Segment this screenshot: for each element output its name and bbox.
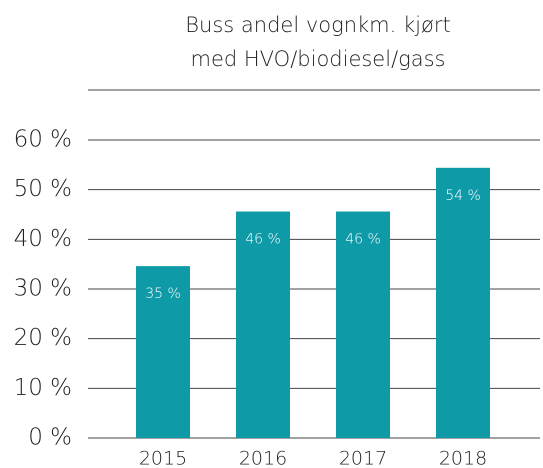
value-label: 35 % (145, 286, 181, 302)
bar (436, 167, 490, 438)
y-tick-label: 0 % (28, 425, 72, 451)
bar (236, 211, 290, 438)
y-tick-label: 60 % (14, 127, 72, 153)
value-label: 54 % (445, 188, 481, 204)
x-tick-label: 2015 (139, 448, 187, 468)
y-tick-label: 20 % (14, 325, 72, 351)
bar (136, 266, 190, 438)
x-tick-label: 2016 (239, 448, 287, 468)
y-tick-label: 50 % (14, 176, 72, 202)
chart-title: med HVO/biodiesel/gass (191, 47, 446, 71)
y-tick-label: 10 % (14, 375, 72, 401)
x-tick-label: 2017 (339, 448, 387, 468)
y-tick-label: 40 % (14, 226, 72, 252)
value-label: 46 % (345, 232, 381, 248)
chart-title: Buss andel vognkm. kjørt (185, 13, 450, 37)
value-label: 46 % (245, 232, 281, 248)
x-tick-label: 2018 (439, 448, 487, 468)
bar (336, 211, 390, 438)
y-tick-label: 30 % (14, 276, 72, 302)
